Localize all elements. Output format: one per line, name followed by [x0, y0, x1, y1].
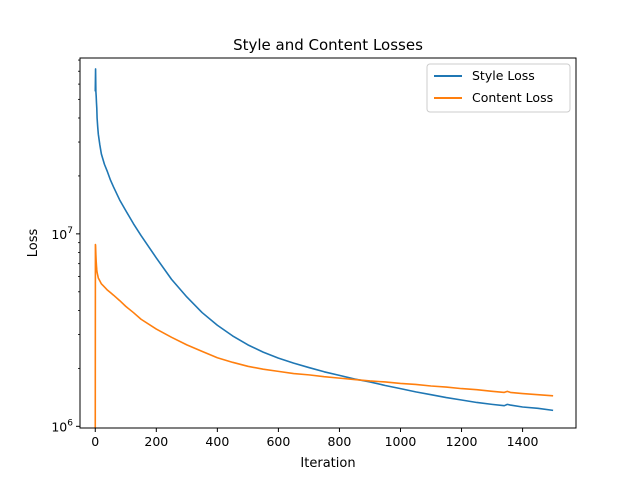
y-tick-label: 106 — [51, 418, 73, 434]
x-tick-label: 800 — [328, 434, 352, 449]
y-tick-label: 107 — [51, 226, 73, 242]
chart-title: Style and Content Losses — [233, 36, 423, 54]
legend-label-style-loss: Style Loss — [472, 68, 535, 83]
x-tick-label: 1200 — [446, 434, 478, 449]
x-tick-label: 0 — [91, 434, 99, 449]
legend: Style Loss Content Loss — [426, 63, 571, 113]
x-tick-label: 1000 — [385, 434, 417, 449]
x-tick-label: 200 — [144, 434, 168, 449]
x-tick-label: 600 — [266, 434, 290, 449]
x-axis-ticks: 0 200 400 600 800 1000 1200 1400 — [91, 428, 539, 449]
x-axis-label: Iteration — [300, 456, 355, 471]
y-axis-ticks: 106 107 — [51, 59, 80, 434]
y-axis-label: Loss — [26, 229, 41, 258]
legend-frame — [426, 63, 571, 113]
series-line-content-loss — [94, 243, 554, 428]
legend-label-content-loss: Content Loss — [472, 90, 553, 105]
series-line-style-loss — [94, 68, 554, 412]
series-layer — [94, 68, 554, 428]
x-tick-label: 1400 — [507, 434, 539, 449]
x-tick-label: 400 — [205, 434, 229, 449]
